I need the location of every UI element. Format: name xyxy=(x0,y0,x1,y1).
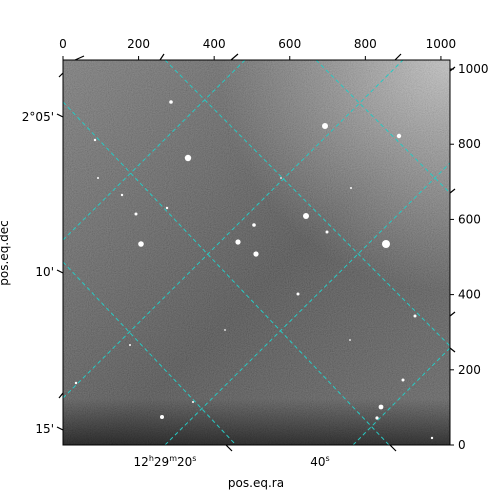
y-tick-label: 0 xyxy=(458,438,466,452)
star xyxy=(169,100,173,104)
grid-line xyxy=(164,60,450,347)
star xyxy=(224,329,226,331)
world-tick-mark xyxy=(389,444,397,452)
world-tick-mark xyxy=(449,66,456,72)
y-tick-label: 1000 xyxy=(458,62,489,76)
pixel-y-axis: 0 200 400 600 800 1000 xyxy=(450,62,489,452)
star xyxy=(382,240,390,248)
y-tick-label: 400 xyxy=(458,288,481,302)
grid-line xyxy=(352,347,450,445)
x-tick-label: 400 xyxy=(203,37,226,51)
y-tick-label: 600 xyxy=(458,212,481,226)
world-tick-mark xyxy=(449,347,456,353)
x-tick-label: 600 xyxy=(278,37,301,51)
world-tick-mark xyxy=(58,72,64,78)
sky-image xyxy=(63,60,450,445)
dec-tick-label-5: 2°05' xyxy=(22,110,54,124)
star xyxy=(413,314,417,318)
world-tick-mark xyxy=(394,53,402,61)
star xyxy=(375,416,379,420)
star xyxy=(253,251,259,257)
world-tick-mark xyxy=(56,426,64,431)
grid-line xyxy=(164,162,450,445)
star xyxy=(350,187,352,189)
x-tick-label: 0 xyxy=(59,37,67,51)
star xyxy=(325,230,329,234)
y-axis-label: pos.eq.dec xyxy=(0,220,11,285)
y-tick-label: 200 xyxy=(458,363,481,377)
x-axis-label: pos.eq.ra xyxy=(228,476,284,490)
dec-tick-label-15: 15' xyxy=(35,422,54,436)
star xyxy=(252,223,256,227)
world-tick-mark xyxy=(230,53,239,61)
star xyxy=(396,133,402,139)
star xyxy=(280,177,282,179)
star xyxy=(129,344,131,346)
ra-tick-label-20s: 12h29m20s xyxy=(134,454,197,469)
grid-line xyxy=(315,60,450,194)
star xyxy=(378,404,384,410)
star xyxy=(184,154,192,162)
x-tick-label: 200 xyxy=(127,37,150,51)
coordinate-grid xyxy=(63,60,450,445)
world-tick-mark xyxy=(56,113,64,118)
world-tick-mark xyxy=(58,392,64,399)
plot-frame xyxy=(62,59,451,446)
star xyxy=(120,193,124,197)
star xyxy=(401,378,405,382)
star xyxy=(93,138,97,142)
world-tick-mark xyxy=(159,53,165,61)
star xyxy=(322,123,328,129)
star xyxy=(138,241,144,247)
star xyxy=(349,339,351,341)
world-tick-mark xyxy=(225,444,233,452)
world-tick-mark xyxy=(449,188,456,194)
world-tick-mark xyxy=(56,269,64,274)
star xyxy=(74,381,78,385)
x-tick-label: 1000 xyxy=(426,37,457,51)
grid-line xyxy=(63,60,404,399)
star xyxy=(134,212,138,216)
star xyxy=(192,401,194,403)
x-tick-label: 800 xyxy=(354,37,377,51)
star-markers xyxy=(74,100,434,440)
ra-tick-label-40s: 40s xyxy=(310,454,329,469)
world-tick-mark xyxy=(449,311,456,317)
grid-line xyxy=(63,101,390,445)
star xyxy=(97,177,99,179)
world-coordinate-ticks xyxy=(56,53,456,452)
y-tick-label: 800 xyxy=(458,137,481,151)
dec-tick-label-10: 10' xyxy=(35,265,54,279)
star xyxy=(303,213,309,219)
star xyxy=(160,415,164,419)
pixel-x-axis: 0 200 400 600 800 1000 xyxy=(59,37,456,60)
star xyxy=(235,239,241,245)
star xyxy=(430,436,434,440)
world-tick-mark xyxy=(74,55,85,61)
grid-line xyxy=(63,60,246,241)
star xyxy=(165,206,169,210)
star xyxy=(296,292,300,296)
